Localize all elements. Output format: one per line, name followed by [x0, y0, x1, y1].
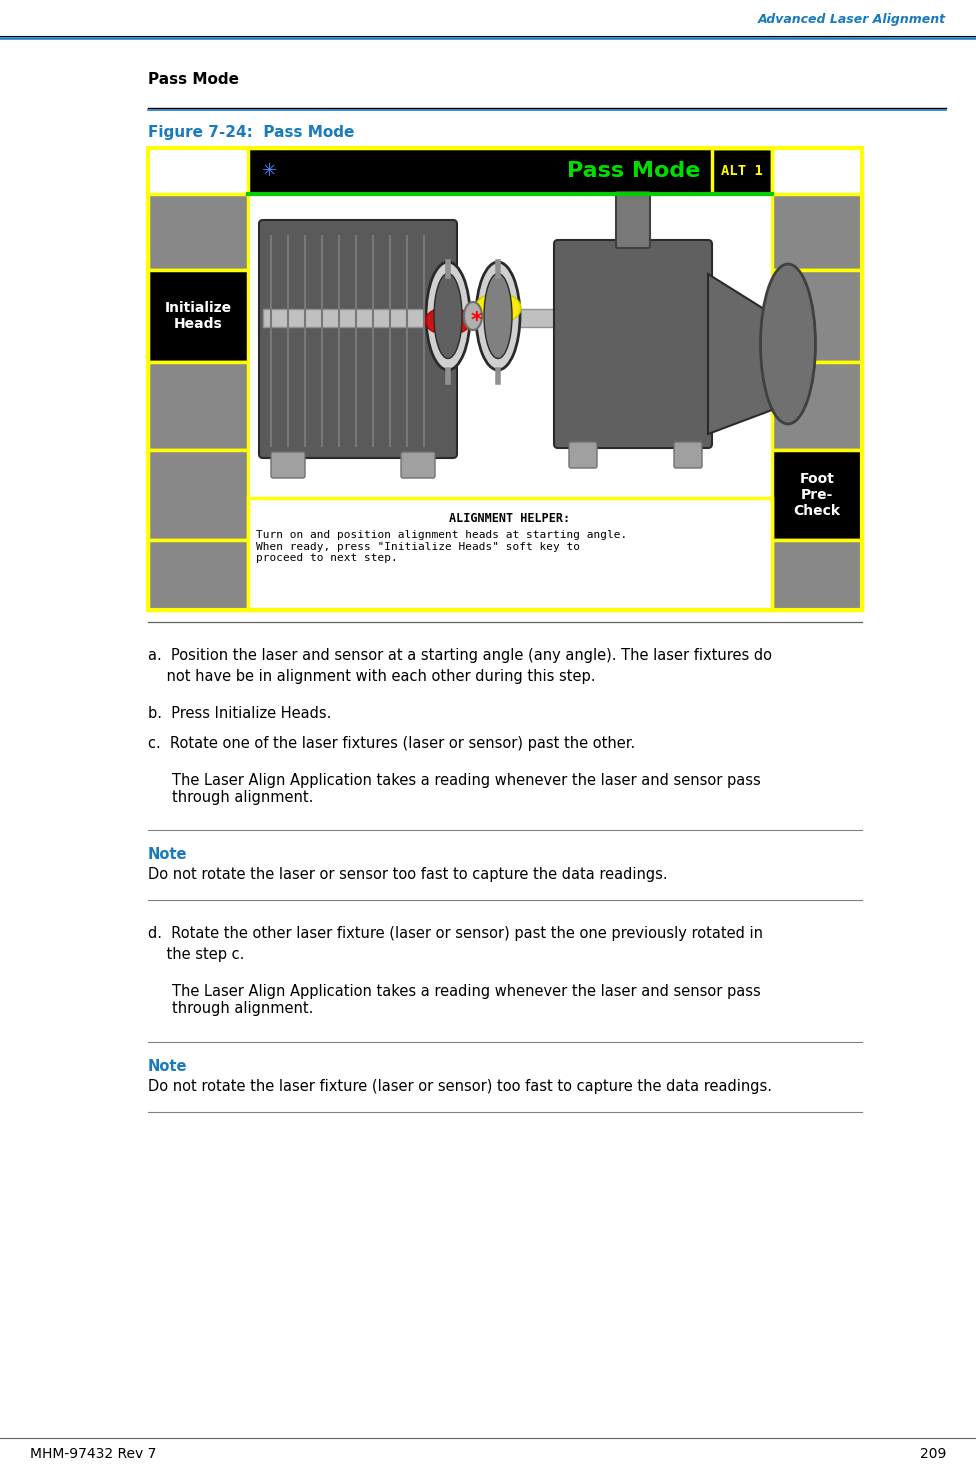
Ellipse shape: [434, 273, 462, 358]
Text: Foot
Pre-
Check: Foot Pre- Check: [793, 472, 840, 518]
Bar: [148, 270, 248, 362]
FancyBboxPatch shape: [674, 442, 702, 468]
Bar: [712, 148, 772, 194]
Bar: [772, 450, 862, 540]
Bar: [248, 497, 772, 610]
Bar: [148, 540, 248, 610]
Bar: [248, 148, 772, 194]
Ellipse shape: [475, 293, 521, 323]
Bar: [248, 194, 772, 497]
Text: ALIGNMENT HELPER:: ALIGNMENT HELPER:: [449, 512, 571, 525]
Text: Initialize
Heads: Initialize Heads: [164, 301, 231, 332]
FancyBboxPatch shape: [401, 452, 435, 478]
Text: Do not rotate the laser fixture (laser or sensor) too fast to capture the data r: Do not rotate the laser fixture (laser o…: [148, 1080, 772, 1094]
Text: *: *: [470, 311, 482, 332]
Ellipse shape: [426, 263, 470, 370]
Bar: [772, 270, 862, 362]
Text: the step c.: the step c.: [148, 948, 244, 962]
Ellipse shape: [425, 307, 471, 334]
FancyBboxPatch shape: [616, 192, 650, 248]
Text: not have be in alignment with each other during this step.: not have be in alignment with each other…: [148, 669, 595, 684]
Ellipse shape: [484, 273, 512, 358]
Bar: [148, 362, 248, 450]
Text: MHM-97432 Rev 7: MHM-97432 Rev 7: [30, 1446, 156, 1461]
Text: Turn on and position alignment heads at starting angle.
When ready, press "Initi: Turn on and position alignment heads at …: [256, 530, 628, 563]
Text: The Laser Align Application takes a reading whenever the laser and sensor pass
t: The Laser Align Application takes a read…: [172, 773, 760, 805]
FancyBboxPatch shape: [271, 452, 305, 478]
Text: The Laser Align Application takes a reading whenever the laser and sensor pass
t: The Laser Align Application takes a read…: [172, 984, 760, 1017]
Text: a.  Position the laser and sensor at a starting angle (any angle). The laser fix: a. Position the laser and sensor at a st…: [148, 648, 772, 663]
Text: Pass Mode: Pass Mode: [567, 161, 701, 180]
Text: d.  Rotate the other laser fixture (laser or sensor) past the one previously rot: d. Rotate the other laser fixture (laser…: [148, 926, 763, 940]
Text: ✳: ✳: [263, 161, 277, 180]
Text: 209: 209: [919, 1446, 946, 1461]
Bar: [148, 194, 248, 270]
Bar: [772, 362, 862, 450]
FancyBboxPatch shape: [259, 220, 457, 458]
Bar: [772, 540, 862, 610]
Text: Note: Note: [148, 1059, 187, 1074]
Text: Figure 7-24:  Pass Mode: Figure 7-24: Pass Mode: [148, 125, 354, 139]
Ellipse shape: [760, 264, 816, 424]
Bar: [148, 450, 248, 540]
Text: Advanced Laser Alignment: Advanced Laser Alignment: [758, 13, 946, 26]
Bar: [263, 310, 757, 327]
Text: Note: Note: [148, 846, 187, 863]
Text: c.  Rotate one of the laser fixtures (laser or sensor) past the other.: c. Rotate one of the laser fixtures (las…: [148, 736, 635, 751]
Text: Do not rotate the laser or sensor too fast to capture the data readings.: Do not rotate the laser or sensor too fa…: [148, 867, 668, 882]
Bar: [148, 148, 862, 610]
Ellipse shape: [476, 263, 520, 370]
Bar: [772, 194, 862, 270]
Text: Pass Mode: Pass Mode: [148, 72, 239, 88]
Text: ALT 1: ALT 1: [721, 164, 763, 178]
FancyBboxPatch shape: [569, 442, 597, 468]
FancyBboxPatch shape: [554, 241, 712, 447]
Ellipse shape: [464, 302, 482, 330]
Polygon shape: [708, 274, 788, 434]
Text: b.  Press Initialize Heads.: b. Press Initialize Heads.: [148, 706, 332, 720]
